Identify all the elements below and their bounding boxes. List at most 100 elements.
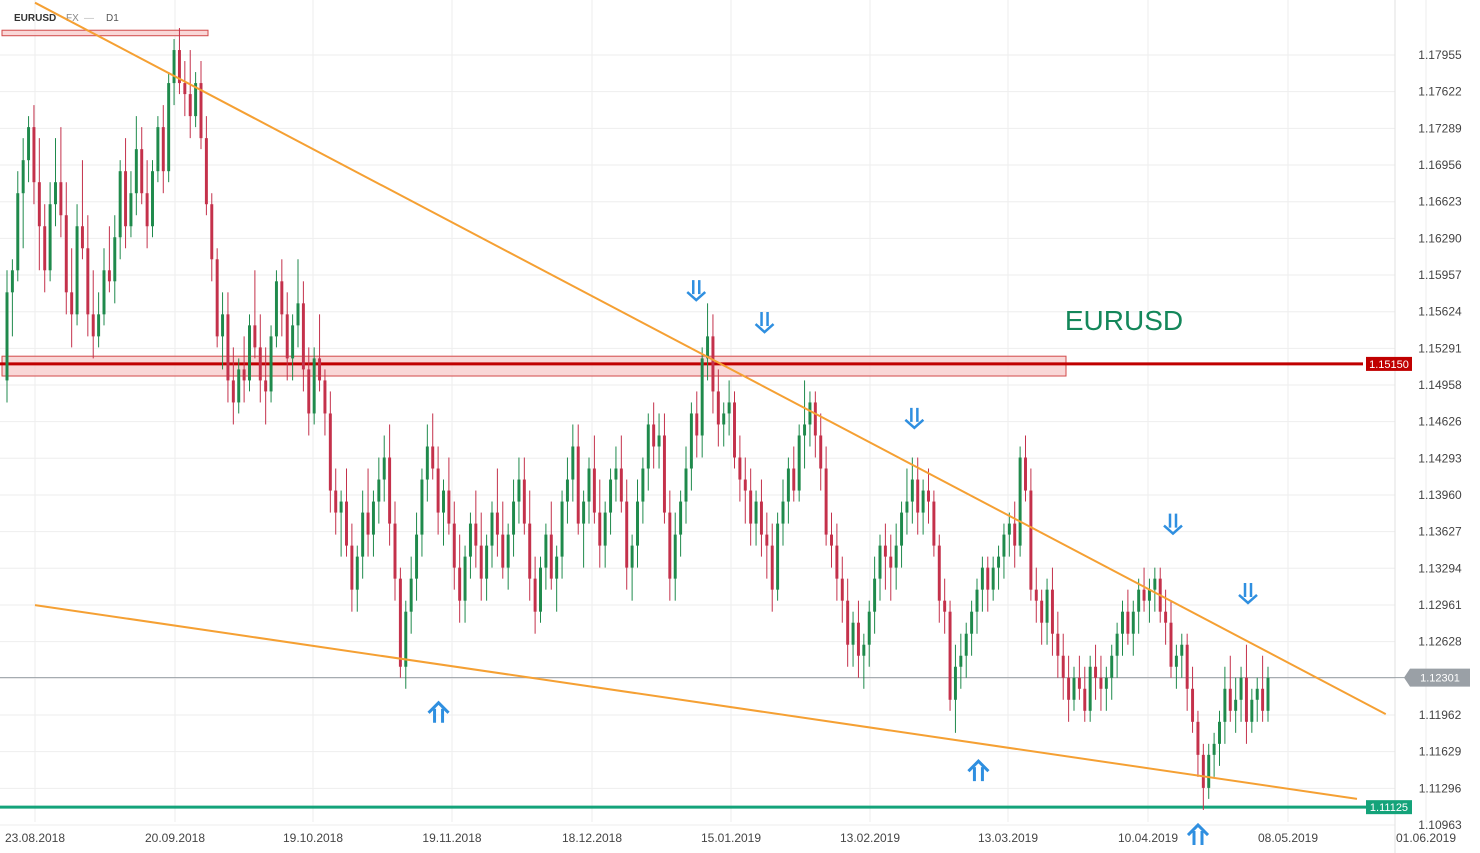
candle: [301, 281, 305, 392]
candle-body: [199, 83, 203, 139]
candle-body: [733, 402, 736, 458]
candle-body: [194, 83, 198, 117]
arrow-head: [904, 418, 925, 430]
candle-body: [614, 468, 618, 480]
candle-body: [75, 226, 79, 315]
price-tick-label: 1.12961: [1418, 598, 1462, 612]
candle-body: [43, 226, 47, 271]
candle: [679, 490, 683, 557]
candle: [1234, 677, 1238, 733]
candle-body: [991, 567, 995, 590]
candle: [366, 468, 370, 557]
candle: [770, 523, 774, 612]
candle-body: [587, 468, 591, 502]
buy-signal-arrow: [427, 700, 450, 723]
candle: [797, 424, 801, 502]
signals: [427, 280, 1258, 846]
candle-body: [1147, 589, 1151, 601]
candle-body: [528, 523, 532, 579]
candle: [75, 204, 79, 326]
candle-body: [916, 479, 920, 513]
candle-body: [1164, 611, 1168, 623]
candle-body: [151, 171, 154, 227]
candle: [1261, 655, 1265, 722]
candle: [1077, 655, 1081, 700]
candle-body: [366, 512, 370, 535]
buy-signal-arrow: [1186, 822, 1210, 846]
candle-body: [1067, 677, 1071, 700]
candle: [1099, 655, 1103, 711]
arrow-shaft: [1243, 582, 1253, 597]
candle-body: [436, 468, 440, 513]
candle: [140, 127, 144, 205]
candle-body: [145, 193, 149, 227]
candle: [900, 501, 904, 568]
candle: [533, 556, 537, 634]
candle-body: [1007, 523, 1011, 535]
candle: [1110, 644, 1114, 700]
candle-body: [1040, 600, 1044, 623]
candle: [1018, 446, 1022, 557]
candle-body: [377, 479, 381, 502]
candle: [377, 457, 381, 524]
candle: [1137, 578, 1141, 634]
candle-body: [248, 325, 251, 381]
candle: [657, 413, 661, 469]
candle-body: [361, 512, 365, 557]
candle-body: [856, 622, 860, 656]
candle-body: [759, 501, 763, 535]
candle-body: [1126, 611, 1130, 634]
timeframe-label[interactable]: D1: [106, 13, 119, 24]
candle: [765, 512, 769, 579]
candle: [959, 633, 963, 689]
candle-body: [134, 149, 138, 194]
candle: [296, 259, 300, 348]
candle-body: [1201, 754, 1205, 788]
candle: [371, 490, 375, 557]
candle-body: [1212, 743, 1216, 755]
candle-body: [840, 578, 844, 601]
candle: [452, 501, 456, 590]
candle-body: [382, 457, 386, 480]
candle-body: [1018, 457, 1022, 546]
arrow-shaft: [692, 280, 701, 295]
candle-body: [883, 545, 887, 557]
candle: [867, 600, 871, 667]
candle: [733, 391, 736, 469]
candle-body: [743, 479, 747, 491]
buy-signal-arrow: [967, 759, 990, 782]
candle: [1244, 644, 1248, 744]
candle: [226, 292, 230, 403]
candle: [1034, 567, 1038, 623]
candle: [1088, 655, 1092, 722]
candle: [167, 72, 171, 183]
candle: [668, 490, 672, 601]
candle: [420, 468, 424, 557]
candle-body: [452, 523, 456, 568]
candle: [334, 468, 338, 535]
candle-body: [1174, 655, 1178, 667]
candle-body: [835, 545, 839, 579]
candle-body: [355, 556, 359, 590]
candle-body: [231, 380, 235, 403]
candle-body: [1061, 655, 1065, 678]
candle-body: [285, 314, 289, 359]
candle: [210, 193, 214, 282]
candle: [501, 501, 505, 579]
zones: [1, 29, 1067, 377]
candle-body: [334, 490, 338, 513]
candle-body: [404, 611, 408, 667]
candle-body: [1153, 578, 1157, 590]
candle-body: [10, 270, 14, 293]
candle-body: [706, 336, 710, 359]
candle: [1126, 589, 1130, 645]
candle: [776, 512, 780, 601]
candle: [134, 116, 138, 216]
candle: [1040, 589, 1044, 645]
candle-body: [679, 501, 683, 535]
candle-body: [506, 534, 510, 568]
candle-body: [129, 193, 133, 227]
candle: [716, 369, 720, 447]
candle: [689, 402, 693, 491]
